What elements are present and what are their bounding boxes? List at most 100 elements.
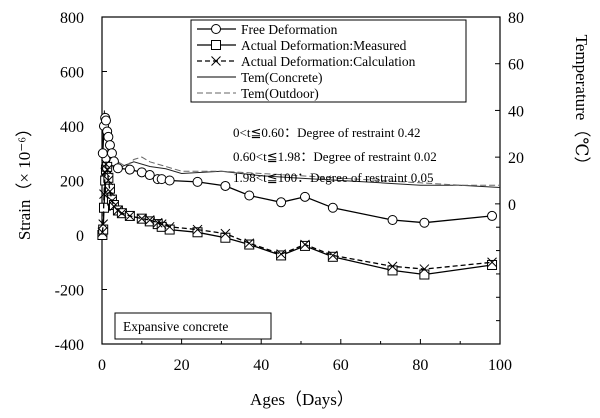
data-point-x <box>387 261 398 272</box>
data-point-x-stroke <box>107 196 117 206</box>
data-point-circle <box>164 175 175 186</box>
legend-label: Actual Deformation:Calculation <box>241 54 416 69</box>
data-point-circle <box>112 163 123 174</box>
data-point-x <box>300 239 310 250</box>
data-point-x-stroke <box>211 56 221 66</box>
legend-label: Free Deformation <box>241 22 338 37</box>
data-point-circle <box>387 215 398 226</box>
data-point-x <box>103 175 114 186</box>
data-point-x <box>276 249 286 259</box>
x-axis-title: Ages（Days） <box>250 390 354 409</box>
data-point-square <box>164 224 175 235</box>
data-point-x <box>99 189 109 199</box>
y-right-tick-label: 0 <box>508 197 516 214</box>
data-point-x-stroke <box>327 250 338 261</box>
data-point-square <box>387 265 398 276</box>
data-point-circle <box>220 180 231 191</box>
data-point-circle <box>487 210 498 221</box>
y-left-tick-label: 800 <box>60 10 84 27</box>
data-point-x-stroke <box>164 221 175 232</box>
x-tick-label: 80 <box>412 357 428 374</box>
data-point-circle <box>419 217 430 228</box>
data-point-square <box>419 269 430 280</box>
right-y-axis-title: Temperature（℃） <box>572 35 591 174</box>
data-point-x-stroke <box>97 227 108 238</box>
data-point-x <box>220 228 231 239</box>
data-point-x <box>107 196 117 206</box>
data-point-x-stroke <box>100 167 111 178</box>
data-point-x-stroke <box>192 224 203 235</box>
y-left-tick-label: 400 <box>60 119 84 136</box>
data-point-x-stroke <box>419 264 430 274</box>
data-point-x <box>419 264 430 274</box>
data-point-x-stroke <box>113 205 123 216</box>
data-point-x-stroke <box>156 219 167 229</box>
data-point-x-stroke <box>276 249 286 259</box>
x-tick-label: 20 <box>174 357 190 374</box>
left-y-axis-ticks: -400 -200 0 200 400 600 800 <box>55 10 107 354</box>
y-left-tick-label: -400 <box>55 337 84 354</box>
data-point-x-stroke <box>220 228 231 239</box>
data-point-x <box>98 219 109 229</box>
y-left-tick-label: 200 <box>60 174 84 191</box>
y-left-tick-label: 0 <box>76 228 84 245</box>
y-right-tick-label: 80 <box>508 10 524 27</box>
legend-label: Actual Deformation:Measured <box>241 38 407 53</box>
data-point-x-stroke <box>117 208 127 219</box>
data-point-x <box>117 208 127 219</box>
legend-label: Tem(Outdoor) <box>241 86 319 101</box>
data-point-x-stroke <box>244 238 255 249</box>
restraint-annotations: 0<t≦0.60：Degree of restraint 0.42 0.60<t… <box>233 125 437 185</box>
data-point-square <box>192 227 203 238</box>
legend-label: Tem(Concrete) <box>241 70 323 85</box>
annotation-2: 0.60<t≦1.98：Degree of restraint 0.02 <box>233 149 437 164</box>
data-point-circle <box>211 24 221 34</box>
data-point-circle <box>106 148 117 159</box>
data-point-x <box>105 186 115 197</box>
data-point-x <box>164 221 175 232</box>
data-point-x <box>244 238 255 249</box>
y-left-tick-label: -200 <box>55 283 84 300</box>
data-point-x-stroke <box>300 239 310 250</box>
series-4 <box>101 156 500 186</box>
data-point-x <box>102 164 113 175</box>
right-y-axis-ticks: 0 20 40 60 80 <box>495 10 524 322</box>
data-point-x-stroke <box>99 189 109 199</box>
data-point-circle <box>276 197 287 208</box>
inset-label-box <box>114 312 272 340</box>
data-point-x <box>327 250 338 261</box>
legend-item-0: Free Deformation <box>197 22 338 37</box>
data-point-square <box>487 259 498 270</box>
data-point-circle <box>144 170 155 181</box>
annotation-1: 0<t≦0.60：Degree of restraint 0.42 <box>233 125 421 140</box>
data-point-x-stroke <box>102 164 113 175</box>
data-point-x-stroke <box>125 211 135 221</box>
data-point-circle <box>103 131 114 142</box>
data-point-x <box>487 257 497 268</box>
data-point-circle <box>100 115 111 126</box>
data-point-square <box>220 232 231 243</box>
data-point-x <box>192 224 203 235</box>
data-point-x-stroke <box>98 219 109 229</box>
data-point-x-stroke <box>103 175 114 186</box>
data-point-x-stroke <box>387 261 398 272</box>
x-tick-label: 100 <box>488 357 512 374</box>
data-point-x <box>211 56 221 66</box>
data-point-x-stroke <box>152 217 163 228</box>
legend-item-4: Tem(Outdoor) <box>197 86 319 101</box>
series-line <box>101 163 493 270</box>
series-2 <box>97 159 497 274</box>
x-tick-label: 0 <box>98 357 106 374</box>
data-point-circle <box>327 202 338 213</box>
data-point-circle <box>244 190 255 201</box>
data-point-circle <box>192 176 203 187</box>
x-tick-label: 60 <box>333 357 349 374</box>
y-right-tick-label: 40 <box>508 103 524 120</box>
data-point-x <box>136 213 147 224</box>
y-left-tick-label: 600 <box>60 65 84 82</box>
data-point-x <box>97 227 108 238</box>
inset-label: Expansive concrete <box>123 319 228 334</box>
y-right-tick-label: 20 <box>508 150 524 167</box>
data-point-x-stroke <box>136 213 147 224</box>
